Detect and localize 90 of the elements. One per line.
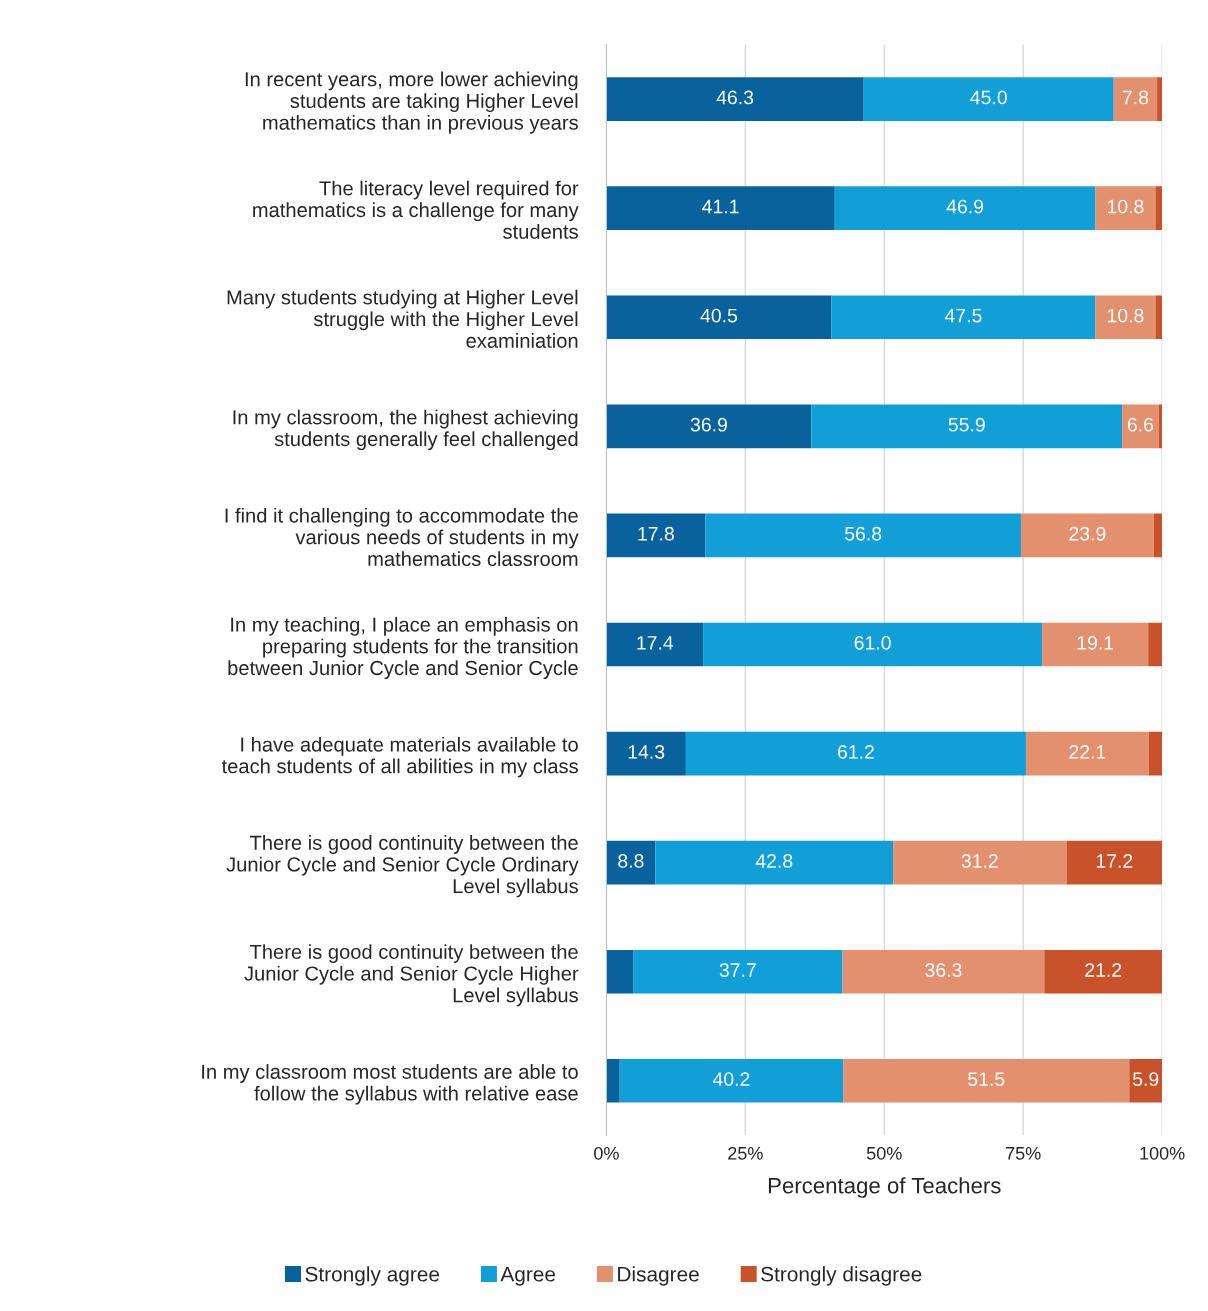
bar (705, 513, 1021, 558)
bar (1129, 1058, 1163, 1103)
y-tick-label: In recent years, more lower achieving students are taking Higher Level mathematics than in previous years (245, 71, 578, 134)
data-label: 6.6 (1127, 417, 1154, 432)
data-label: 17.2 (1096, 854, 1133, 868)
data-label: 40.5 (700, 308, 738, 323)
bar (893, 840, 1067, 885)
data-label: 46.9 (946, 199, 984, 214)
data-label: 23.9 (1069, 526, 1106, 541)
bar (633, 949, 843, 994)
bar (1095, 186, 1156, 230)
bar (1148, 731, 1163, 776)
data-label: 40.2 (712, 1072, 750, 1087)
data-label: 8.8 (618, 854, 644, 868)
data-label: 61.0 (854, 635, 891, 650)
data-label: 21.2 (1085, 963, 1122, 977)
bar (606, 513, 706, 558)
bar (606, 77, 864, 121)
bar (606, 949, 634, 994)
bar (619, 1058, 844, 1103)
y-tick-label: I find it challenging to accommodate the various needs of students in my mathematics classroom (225, 507, 579, 567)
legend-label: Disagree (618, 1266, 699, 1286)
data-label: 17.4 (637, 636, 674, 650)
y-tick-label: The literacy level required for mathematics is a challenge for many students (253, 180, 579, 239)
bar (1155, 186, 1163, 230)
bar (1020, 513, 1154, 558)
data-label: 45.0 (970, 90, 1007, 105)
data-label: 42.8 (755, 854, 793, 868)
bar (1113, 77, 1158, 121)
bar (1157, 77, 1163, 121)
bar (606, 622, 704, 667)
bar (606, 404, 812, 449)
legend-label: Agree (500, 1267, 556, 1286)
data-label: 36.3 (925, 963, 962, 977)
data-label: 46.3 (716, 90, 754, 105)
x-axis-title: Percentage of Teachers (768, 1177, 1001, 1198)
data-label: 51.5 (968, 1072, 1005, 1087)
bar (1042, 622, 1149, 667)
bar (1025, 731, 1149, 776)
data-label: 10.8 (1107, 199, 1144, 214)
data-label: 19.1 (1077, 635, 1114, 650)
bar (842, 949, 1045, 994)
bar (863, 77, 1114, 121)
x-tick-label: 100% (1140, 1146, 1185, 1160)
data-label: 10.8 (1107, 308, 1144, 323)
data-label: 31.2 (961, 854, 998, 868)
bar (606, 295, 832, 340)
bar (1122, 404, 1159, 449)
data-label: 61.2 (837, 745, 874, 759)
bar (685, 731, 1026, 776)
data-label: 55.9 (948, 417, 985, 432)
data-label: 5.9 (1132, 1072, 1159, 1087)
bar (703, 622, 1043, 667)
bar (1044, 949, 1163, 994)
bar (606, 186, 835, 230)
data-label: 14.3 (628, 745, 665, 759)
data-label: 22.1 (1069, 745, 1106, 759)
data-label: 17.8 (638, 526, 674, 541)
bar (1155, 295, 1163, 340)
y-tick-label: In my teaching, I place an emphasis on preparing students for the transition between Junior Cycle and Senior Cycle (228, 616, 578, 680)
y-tick-label: In my classroom most students are able to follow the syllabus with relative ease (202, 1064, 578, 1105)
data-label: 47.5 (944, 308, 982, 323)
legend-label: Strongly disagree (761, 1266, 922, 1286)
y-tick-label: I have adequate materials available to teach students of all abilities in my class (221, 736, 578, 778)
bar (1095, 295, 1156, 340)
y-tick-label: There is good continuity between the Junior Cycle and Senior Cycle Ordinary Level syllabus (226, 835, 579, 898)
x-tick-label: 75% (1006, 1146, 1041, 1160)
bar (831, 295, 1096, 340)
bar (811, 404, 1123, 449)
x-tick-label: 0% (594, 1146, 619, 1160)
data-label: 37.7 (719, 963, 756, 977)
bar (606, 840, 656, 885)
x-tick-label: 50% (866, 1146, 902, 1160)
data-label: 36.9 (690, 417, 727, 432)
data-label: 41.1 (702, 199, 739, 214)
bar (1153, 513, 1163, 558)
bar (1066, 840, 1163, 885)
legend-label: Strongly agree (305, 1266, 440, 1286)
x-tick-label: 25% (728, 1146, 763, 1160)
data-label: 7.8 (1122, 90, 1149, 105)
bar (606, 731, 686, 776)
y-tick-label: In my classroom, the highest achieving students generally feel challenged (233, 409, 578, 451)
data-label: 56.8 (845, 526, 882, 541)
bar (606, 1058, 620, 1103)
bar (1148, 622, 1163, 667)
bar (843, 1058, 1130, 1103)
bar (834, 186, 1096, 230)
bar (655, 840, 894, 885)
y-tick-label: There is good continuity between the Junior Cycle and Senior Cycle Higher Level syllabus (244, 944, 579, 1007)
y-tick-label: Many students studying at Higher Level struggle with the Higher Level examiniation (227, 289, 578, 348)
